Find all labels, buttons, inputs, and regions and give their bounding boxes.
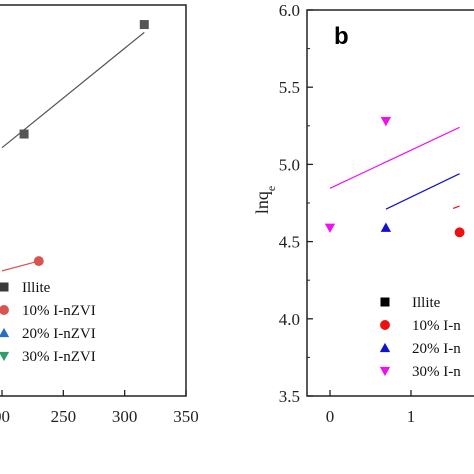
panel-b-x-tick-label: 1 <box>407 407 416 426</box>
panel-b-data-point <box>324 223 336 233</box>
panel-a-frame <box>0 4 187 397</box>
panel-a-legend-label: 10% I-nZVI <box>22 303 96 319</box>
panel-b-legend-marker <box>380 320 390 330</box>
panel-b-fit-line <box>452 205 460 209</box>
panel-b-legend-label: 30% I-n <box>412 364 461 380</box>
panel-b-y-tick-label: 3.5 <box>279 387 300 406</box>
panel-b-legend-marker <box>380 297 390 307</box>
panel-a-legend-marker <box>0 327 10 338</box>
panel-a-legend-label: 20% I-nZVI <box>22 326 96 342</box>
panel-a: 00 250 300 350 Illite 10% I-nZVI 20% I-nZVI 30%… <box>0 4 199 426</box>
panel-a-data-point <box>33 256 44 267</box>
panel-b-y-tick-label: 6.0 <box>279 1 300 20</box>
panel-b-x-tick-label: 0 <box>326 407 335 426</box>
panel-a-fit-line <box>1 260 39 272</box>
panel-b-fit-line <box>329 126 460 189</box>
panel-a-fit-line <box>1 31 145 149</box>
panel-b-y-tick-label: 4.0 <box>279 310 300 329</box>
panel-b-legend-label: 10% I-n <box>412 318 461 334</box>
panel-a-data-point <box>19 129 29 139</box>
panel-a-legend-marker <box>0 305 9 315</box>
panel-b-frame <box>306 9 474 397</box>
panel-b-data-point <box>454 227 465 238</box>
panel-b-data-point <box>380 117 392 127</box>
panel-b-legend-label: Illite <box>412 295 441 311</box>
panel-b-legend-marker <box>379 342 391 353</box>
panel-b: 3.5 4.0 4.5 5.0 5.5 6.0 0 1 b lnqe Illite 10% I-n 20… <box>252 1 474 426</box>
panel-a-x-tick-label: 350 <box>173 407 199 426</box>
panel-b-fit-line <box>385 173 460 210</box>
panel-b-tag: b <box>334 23 349 50</box>
panel-a-x-tick-label: 300 <box>112 407 138 426</box>
panel-b-y-axis-title-subscript: e <box>264 186 278 191</box>
panel-a-data-point <box>139 20 149 30</box>
panel-b-data-point <box>380 222 392 232</box>
panel-b-y-axis-title-main: lnq <box>252 191 272 214</box>
panel-a-legend-marker <box>0 351 10 362</box>
panel-a-legend-label: Illite <box>22 280 51 296</box>
panel-a-legend-marker <box>0 282 9 292</box>
panel-b-legend-marker <box>379 366 391 377</box>
panel-b-y-tick-label: 5.0 <box>279 155 300 174</box>
panel-a-legend-label: 30% I-nZVI <box>22 349 96 365</box>
panel-b-y-axis-title: lnqe <box>252 186 278 214</box>
panel-b-y-tick-label: 5.5 <box>279 78 300 97</box>
panel-a-x-tick-label: 250 <box>51 407 77 426</box>
panel-a-x-tick-label: 00 <box>0 407 10 426</box>
panel-b-y-tick-label: 4.5 <box>279 233 300 252</box>
panel-b-legend-label: 20% I-n <box>412 341 461 357</box>
